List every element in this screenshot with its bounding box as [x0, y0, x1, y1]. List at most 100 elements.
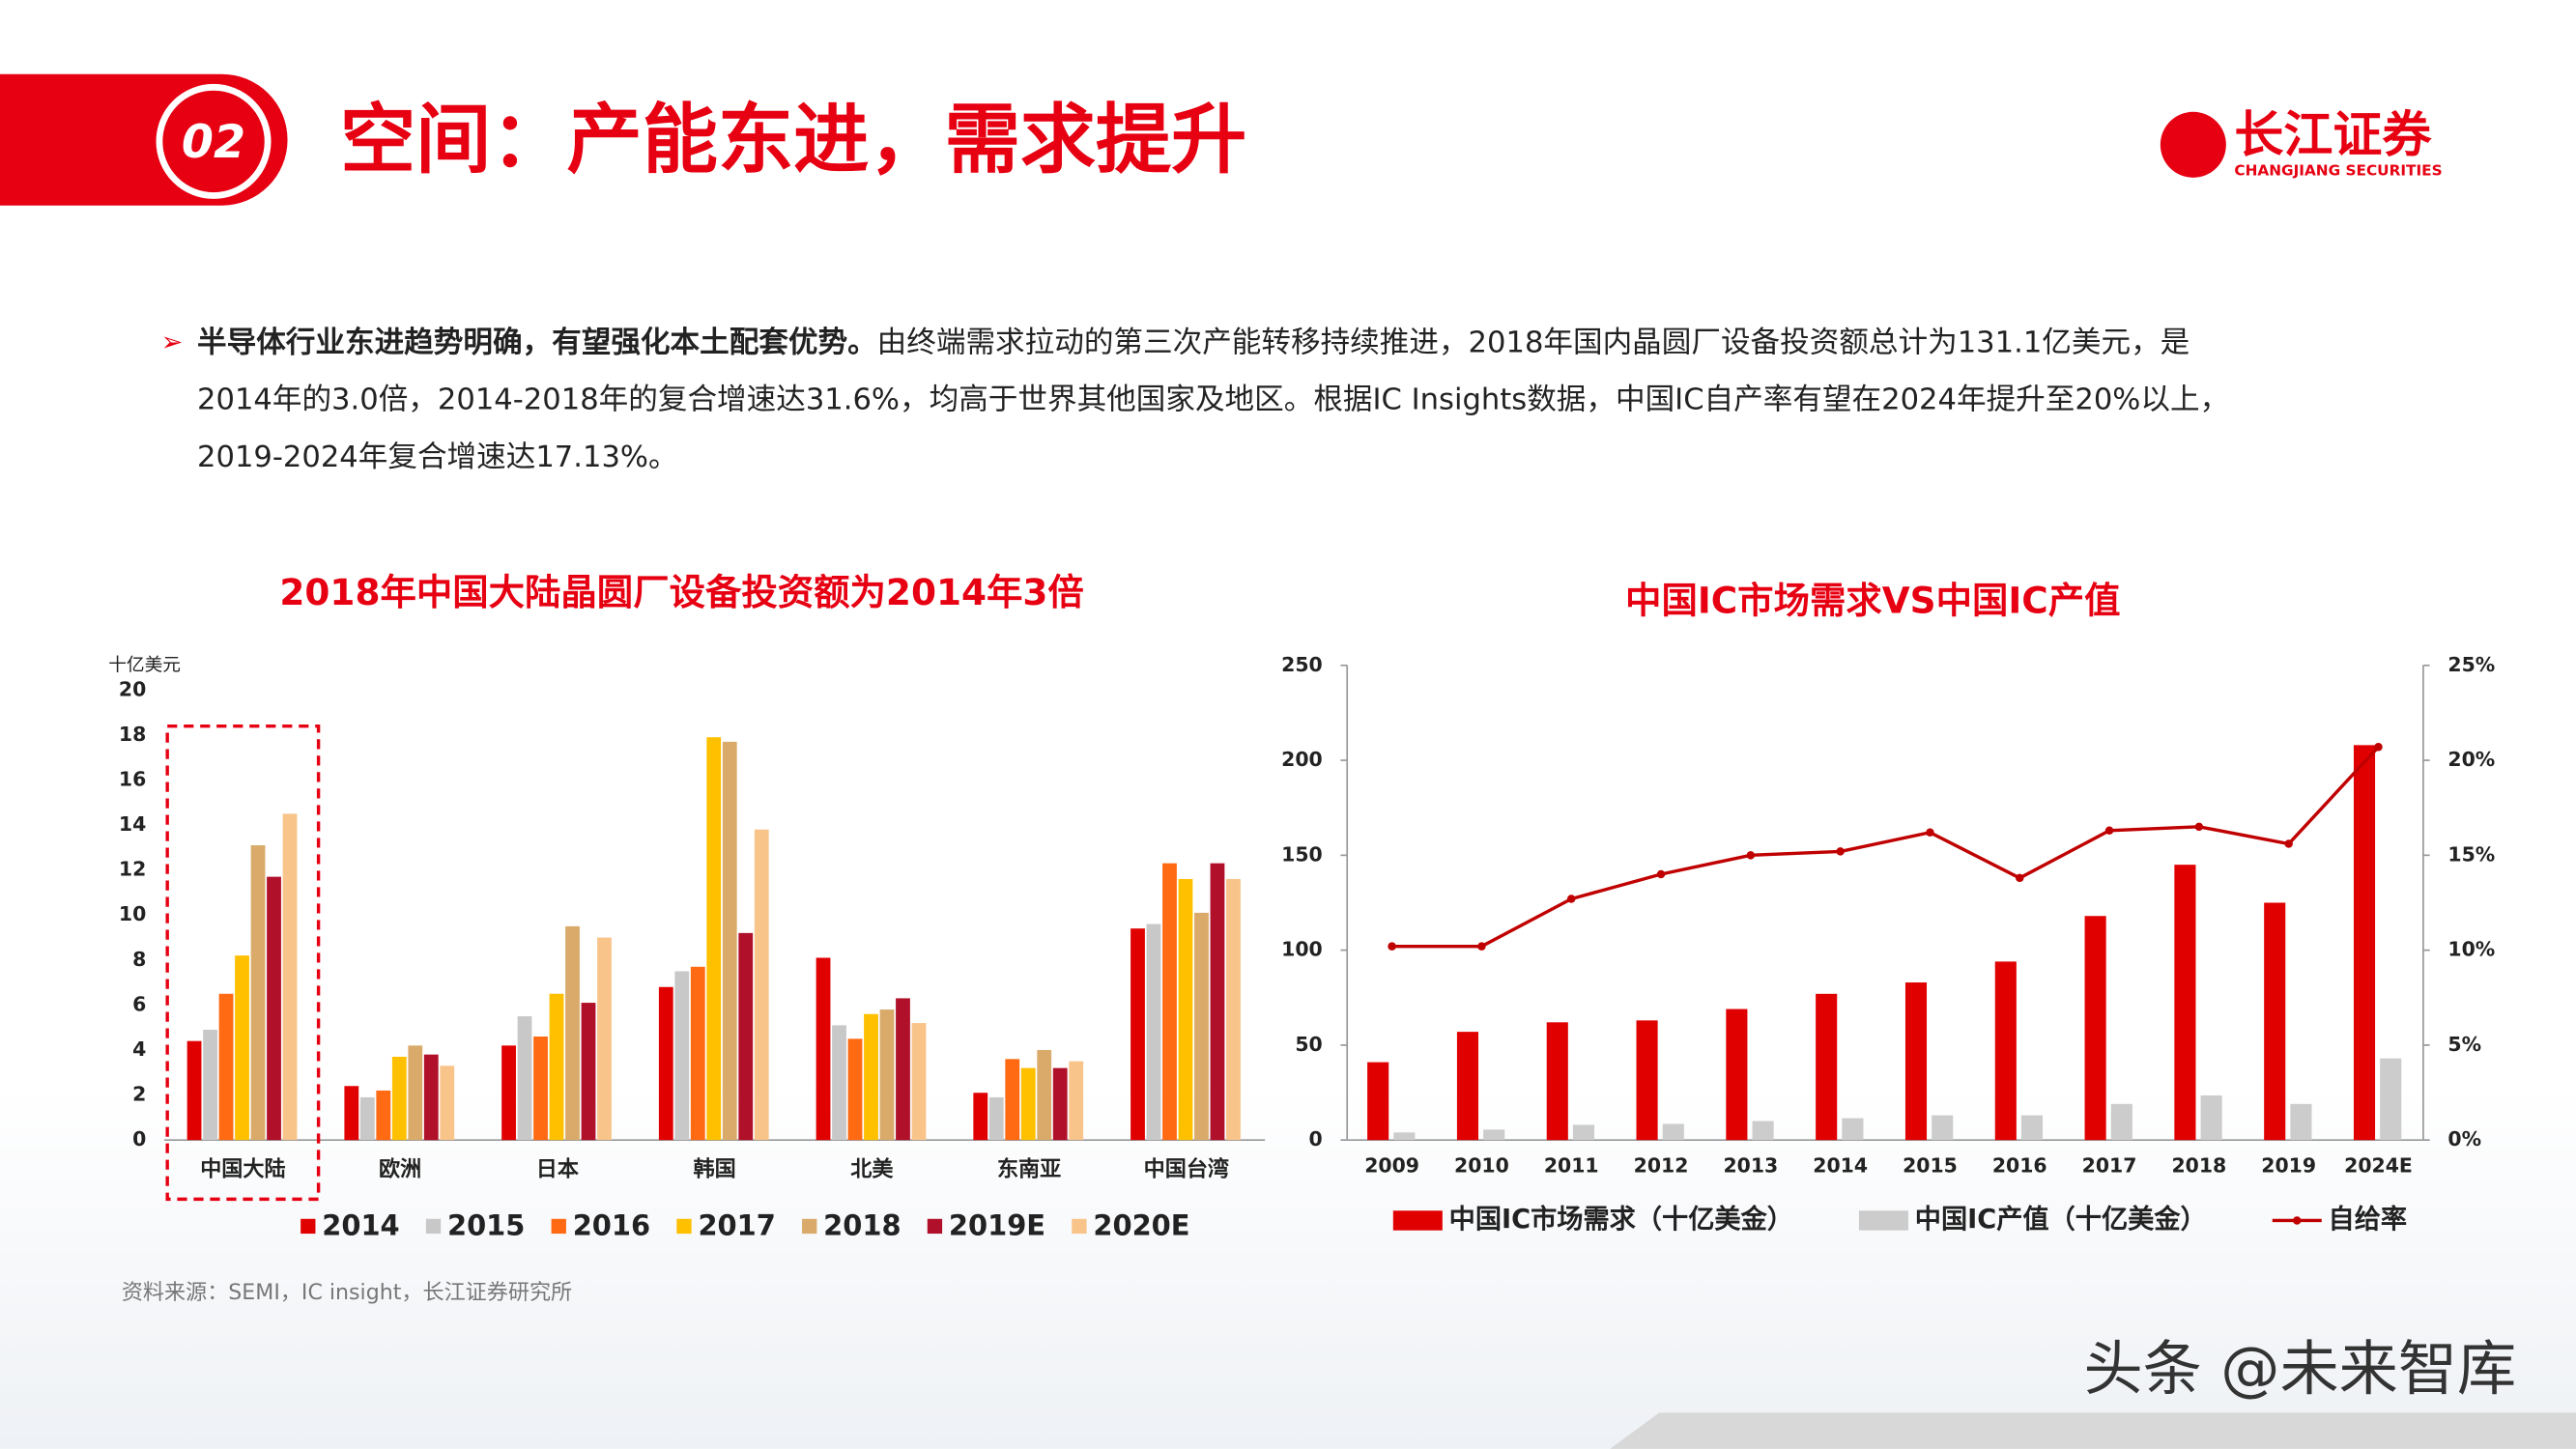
- y-tick-label: 4: [132, 1037, 146, 1061]
- bar: [2353, 745, 2376, 1141]
- bar: [1752, 1121, 1774, 1141]
- chart-title: 中国IC市场需求VS中国IC产值: [1625, 580, 2120, 622]
- bar: [738, 932, 754, 1141]
- legend-swatch: [551, 1218, 566, 1235]
- x-tick-label: 中国大陆: [200, 1156, 285, 1181]
- x-tick-label: 2017: [2082, 1153, 2137, 1177]
- x-tick-label: 2024E: [2344, 1153, 2413, 1177]
- legend-swatch: [802, 1218, 817, 1235]
- watermark: 头条 @未来智库: [2083, 1335, 2516, 1404]
- bar: [218, 993, 234, 1141]
- y2-tick-label: 20%: [2447, 748, 2495, 771]
- legend-label: 自给率: [2329, 1204, 2408, 1235]
- legend-swatch: [1072, 1218, 1087, 1235]
- bar: [1816, 993, 1838, 1141]
- bar: [1131, 928, 1145, 1141]
- line-marker: [2104, 826, 2114, 836]
- line-marker: [1836, 847, 1845, 856]
- y-tick-label: 0: [132, 1127, 146, 1151]
- y2-tick-label: 5%: [2447, 1033, 2481, 1056]
- y-tick-label: 10: [119, 902, 146, 925]
- body-line: 2014年的3.0倍，2014-2018年的复合增速达31.6%，均高于世界其他…: [197, 384, 2229, 417]
- bar: [1367, 1062, 1389, 1141]
- y-tick-label: 20: [119, 677, 146, 700]
- bar: [2020, 1115, 2044, 1141]
- bar: [879, 1009, 895, 1141]
- bar: [832, 1025, 846, 1141]
- bar: [988, 1096, 1004, 1141]
- line-marker: [2194, 822, 2204, 832]
- y-tick-label: 200: [1281, 748, 1323, 771]
- x-tick-label: 日本: [536, 1156, 580, 1181]
- bar: [1636, 1020, 1658, 1141]
- y-tick-label: 150: [1281, 842, 1323, 866]
- bar: [2084, 916, 2106, 1141]
- bar: [1662, 1123, 1684, 1141]
- bar: [973, 1093, 988, 1141]
- bar: [235, 955, 249, 1141]
- bar: [2200, 1094, 2222, 1141]
- legend-label: 2018: [823, 1208, 901, 1241]
- y-tick-label: 12: [119, 858, 146, 881]
- x-tick-label: 2015: [1903, 1153, 1958, 1177]
- line-marker: [1477, 942, 1486, 951]
- bar: [344, 1086, 359, 1141]
- x-tick-label: 2011: [1544, 1153, 1599, 1177]
- legend-label: 中国IC市场需求（十亿美金）: [1449, 1204, 1793, 1235]
- y2-tick-label: 15%: [2447, 842, 2495, 866]
- y2-tick-label: 25%: [2447, 653, 2495, 676]
- legend-label: 2016: [573, 1208, 650, 1241]
- x-tick-label: 2018: [2171, 1153, 2226, 1177]
- bar: [2110, 1103, 2132, 1141]
- y2-tick-label: 10%: [2447, 938, 2495, 961]
- body-text: 由终端需求拉动的第三次产能转移持续推进，2018年国内晶圆厂设备投资额总计为13…: [877, 326, 2190, 359]
- logo-en: CHANGJIANG SECURITIES: [2234, 162, 2442, 180]
- bar: [1456, 1032, 1479, 1141]
- y-tick-label: 0: [1309, 1127, 1323, 1151]
- y-tick-label: 250: [1281, 653, 1323, 676]
- bar: [282, 813, 298, 1141]
- bar: [1994, 961, 2017, 1141]
- bar: [597, 937, 612, 1141]
- bar: [549, 993, 564, 1141]
- bar: [722, 741, 737, 1141]
- page-title: 空间：产能东进，需求提升: [340, 96, 1246, 184]
- y-tick-label: 14: [119, 812, 146, 836]
- y-tick-label: 2: [132, 1083, 146, 1106]
- line: [1391, 746, 2380, 949]
- bar: [2174, 865, 2196, 1141]
- x-tick-label: 2013: [1723, 1153, 1778, 1177]
- bar: [1194, 912, 1209, 1141]
- bar: [674, 971, 690, 1141]
- bar: [1546, 1022, 1568, 1141]
- y-tick-label: 100: [1281, 938, 1323, 961]
- y-tick-label: 50: [1295, 1033, 1322, 1056]
- bar: [2264, 902, 2286, 1141]
- bar: [706, 737, 722, 1141]
- x-tick-label: 中国台湾: [1144, 1156, 1229, 1181]
- bar: [440, 1065, 455, 1141]
- bar: [250, 845, 266, 1141]
- line-marker: [1746, 851, 1756, 860]
- bar: [1162, 863, 1177, 1141]
- line-marker: [1566, 895, 1576, 903]
- legend-swatch: [1392, 1210, 1443, 1231]
- bar: [423, 1054, 439, 1141]
- legend-swatch: [301, 1218, 316, 1235]
- bar: [408, 1045, 423, 1141]
- bar: [1393, 1132, 1416, 1141]
- bar: [267, 876, 281, 1141]
- y-tick-label: 18: [119, 723, 146, 746]
- legend-label: 2014: [322, 1208, 399, 1241]
- x-tick-label: 2009: [1364, 1153, 1419, 1177]
- bar: [1572, 1124, 1595, 1141]
- bar: [1005, 1059, 1020, 1141]
- x-tick-label: 欧洲: [379, 1156, 421, 1181]
- bar: [1483, 1129, 1505, 1141]
- bar: [501, 1045, 516, 1141]
- y-axis-label: 十亿美元: [108, 655, 181, 675]
- footer-band: [1610, 1412, 2576, 1449]
- bar: [1020, 1067, 1036, 1141]
